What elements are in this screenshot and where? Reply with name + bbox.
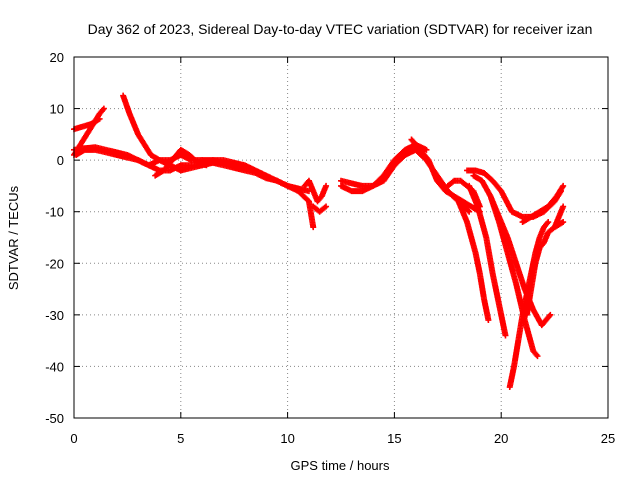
data-point	[547, 311, 554, 318]
data-point	[560, 203, 567, 210]
y-tick-label: -30	[45, 308, 64, 323]
data-point	[560, 219, 567, 226]
series-arc-18	[470, 172, 554, 329]
series-arc-15	[455, 198, 492, 324]
data-point	[323, 182, 330, 189]
data-point	[485, 317, 492, 324]
y-axis-label: SDTVAR / TECUs	[6, 185, 21, 290]
data-series	[71, 92, 567, 391]
data-point	[466, 208, 473, 215]
y-tick-label: 0	[57, 153, 64, 168]
x-tick-label: 15	[387, 431, 401, 446]
data-point	[100, 105, 107, 112]
series-arc-10	[310, 203, 330, 215]
series-arc-3	[71, 115, 103, 133]
data-point	[534, 353, 541, 360]
series-arc-13	[408, 136, 483, 215]
chart-title: Day 362 of 2023, Sidereal Day-to-day VTE…	[88, 21, 593, 37]
plot-frame	[73, 56, 609, 419]
data-point	[546, 313, 553, 320]
y-tick-label: -20	[45, 256, 64, 271]
series-arc-9	[301, 177, 330, 205]
y-tick-label: -10	[45, 205, 64, 220]
data-point	[423, 146, 430, 153]
x-tick-label: 25	[601, 431, 615, 446]
data-point	[323, 203, 330, 210]
data-point	[502, 332, 509, 339]
series-arc-22	[519, 182, 567, 226]
y-tick-label: -50	[45, 411, 64, 426]
grid	[74, 57, 608, 418]
series-arc-8	[209, 157, 317, 231]
x-axis-label: GPS time / hours	[291, 458, 390, 473]
data-point	[545, 219, 552, 226]
y-tick-label: 10	[50, 102, 64, 117]
data-point	[560, 182, 567, 189]
y-tick-label: -40	[45, 359, 64, 374]
x-tick-label: 20	[494, 431, 508, 446]
x-tick-label: 0	[70, 431, 77, 446]
data-point	[310, 224, 317, 231]
series-arc-16	[466, 182, 509, 339]
axis-ticks: 0 5 10 15 20 25 -50 -40 -30 -20 -10 0 10 20	[45, 50, 615, 446]
data-point	[465, 207, 472, 214]
y-tick-label: 20	[50, 50, 64, 65]
series-arc-5	[120, 92, 206, 174]
x-tick-label: 10	[280, 431, 294, 446]
x-tick-label: 5	[177, 431, 184, 446]
data-point	[96, 115, 103, 122]
series-arc-23	[551, 203, 567, 231]
